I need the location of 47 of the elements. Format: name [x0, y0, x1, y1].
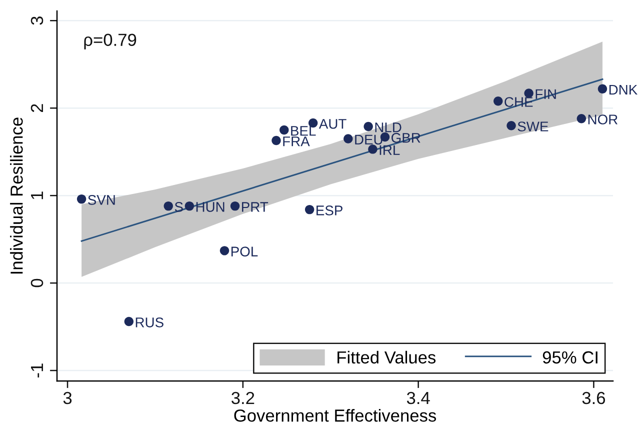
data-label: DNK [609, 84, 638, 95]
x-tick-label: 3.4 [406, 392, 430, 404]
point [124, 316, 134, 326]
point [230, 201, 240, 211]
point [598, 84, 608, 94]
y-tick-label: 0 [30, 278, 44, 288]
y-tick-label: 2 [30, 104, 43, 112]
x-tick-label: 3.6 [582, 392, 606, 404]
data-label: FRA [283, 136, 310, 146]
data-label: SWE [518, 122, 548, 132]
point [344, 134, 353, 144]
data-label: SVN [88, 195, 115, 205]
data-label: POL [231, 246, 258, 256]
point [364, 122, 373, 132]
data-label: ESP [316, 206, 342, 216]
data-label: HUN [196, 202, 224, 212]
point [304, 204, 314, 214]
annotation: ρ=0.79 [84, 34, 136, 50]
data-label: DEU [355, 134, 382, 145]
x-tick-label: 3.2 [232, 392, 254, 404]
data-label: PRT [242, 202, 268, 212]
point [368, 144, 378, 154]
point [76, 194, 86, 204]
legend-label: 95% CI [542, 351, 598, 364]
point [576, 114, 586, 124]
data-label: S [174, 202, 183, 212]
point [272, 136, 281, 146]
y-axis-title: Individual Resilience [10, 118, 23, 274]
point [494, 96, 503, 106]
data-label: NLD [375, 122, 402, 132]
point [184, 201, 194, 211]
y-tick-label: 1 [31, 192, 43, 200]
data-label: IRL [380, 145, 400, 155]
point [506, 120, 516, 130]
point [280, 125, 289, 135]
x-tick-label: 3 [63, 392, 72, 404]
data-label: BEL [291, 126, 316, 136]
data-label: AUT [318, 119, 346, 129]
point [524, 88, 534, 98]
x-axis-title: Government Effectiveness [234, 408, 436, 422]
data-label: RUS [136, 317, 164, 328]
legend-label: Fitted Values [338, 350, 436, 364]
point [220, 246, 230, 256]
point [164, 201, 173, 211]
data-label: NOR [588, 114, 618, 124]
y-tick-label: -1 [31, 364, 43, 378]
y-tick-label: 3 [30, 16, 44, 25]
